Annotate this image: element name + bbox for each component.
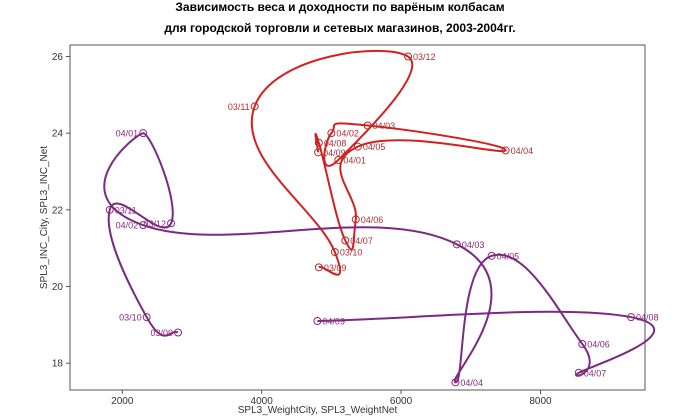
data-point — [341, 236, 350, 245]
data-point — [578, 340, 587, 348]
data-point — [404, 52, 413, 61]
data-point — [501, 146, 510, 155]
data-point — [327, 129, 336, 138]
y-tick-label: 20 — [52, 282, 64, 293]
data-point-label: 04/05 — [363, 142, 386, 152]
data-point — [574, 368, 583, 377]
series-layer: 03/09 03/10 03/11 03/12 04/01 04/02 04/03 04/04… — [103, 50, 659, 388]
y-axis-label: SPL3_INC_City, SPL3_INC_Net — [39, 146, 50, 289]
data-point-label: 04/02 — [336, 129, 359, 139]
data-point — [105, 205, 114, 214]
y-tick-label: 26 — [52, 52, 64, 63]
x-axis-label: SPL3_WeightCity, SPL3_WeightNet — [238, 405, 398, 416]
data-point — [250, 102, 259, 111]
data-point-label: 04/02 — [116, 221, 139, 231]
data-point-label: 03/11 — [228, 102, 250, 112]
data-point-label: 04/07 — [584, 368, 607, 378]
data-point-label: 04/03 — [373, 121, 396, 131]
x-tick-label: 6000 — [390, 396, 413, 407]
data-point-label: 03/09 — [150, 328, 173, 338]
data-point — [314, 138, 323, 147]
data-point — [487, 251, 496, 260]
data-point-label: 03/09 — [324, 263, 347, 273]
data-point-label: 03/12 — [144, 219, 167, 229]
data-point — [627, 313, 636, 322]
series-line-1 — [103, 132, 655, 384]
data-point-label: 04/07 — [350, 236, 373, 246]
data-point — [353, 142, 362, 151]
axis-ticks: 2000 4000 6000 8000 18 20 22 24 26 — [52, 52, 552, 407]
data-point — [451, 378, 460, 387]
data-point-label: 03/11 — [115, 205, 137, 215]
plot-frame — [69, 44, 646, 391]
data-point-label: 04/01 — [343, 156, 366, 166]
data-point-label: 04/09 — [322, 317, 345, 327]
y-tick-label: 22 — [52, 205, 64, 216]
data-point — [363, 121, 372, 130]
x-tick-label: 4000 — [251, 396, 274, 407]
chart-title-line-2: для городской торговли и сетевых магазин… — [164, 21, 516, 35]
data-point — [174, 328, 183, 337]
data-point-label: 04/08 — [324, 138, 347, 148]
y-tick-label: 24 — [52, 129, 64, 140]
data-point — [139, 129, 148, 138]
data-point-label: 04/05 — [497, 251, 520, 261]
chart-title-line-1: Зависимость веса и доходности по варёным… — [175, 0, 505, 14]
y-tick-label: 18 — [52, 359, 64, 370]
data-point-label: 04/04 — [460, 378, 483, 388]
data-point-label: 04/03 — [462, 240, 485, 250]
data-point-label: 04/06 — [361, 215, 384, 225]
data-point-label: 04/06 — [587, 340, 610, 350]
data-point — [330, 248, 339, 256]
data-point — [314, 148, 323, 157]
x-tick-label: 8000 — [529, 396, 552, 407]
series-line-0 — [250, 50, 507, 276]
data-point-label: 03/10 — [119, 313, 142, 323]
data-point — [142, 313, 151, 322]
data-point — [139, 221, 148, 230]
data-point-label: 04/01 — [116, 129, 139, 139]
data-point-label: 04/08 — [636, 313, 659, 323]
data-point-label: 03/10 — [340, 248, 363, 258]
data-point — [167, 219, 176, 228]
data-point-label: 03/12 — [413, 52, 436, 62]
data-point — [452, 240, 461, 249]
data-point — [351, 215, 360, 224]
x-tick-label: 2000 — [111, 396, 134, 407]
data-point — [314, 263, 323, 272]
data-point-label: 04/04 — [511, 146, 534, 156]
data-point — [334, 156, 343, 164]
data-point-label: 04/09 — [323, 148, 346, 158]
data-point — [313, 317, 322, 325]
